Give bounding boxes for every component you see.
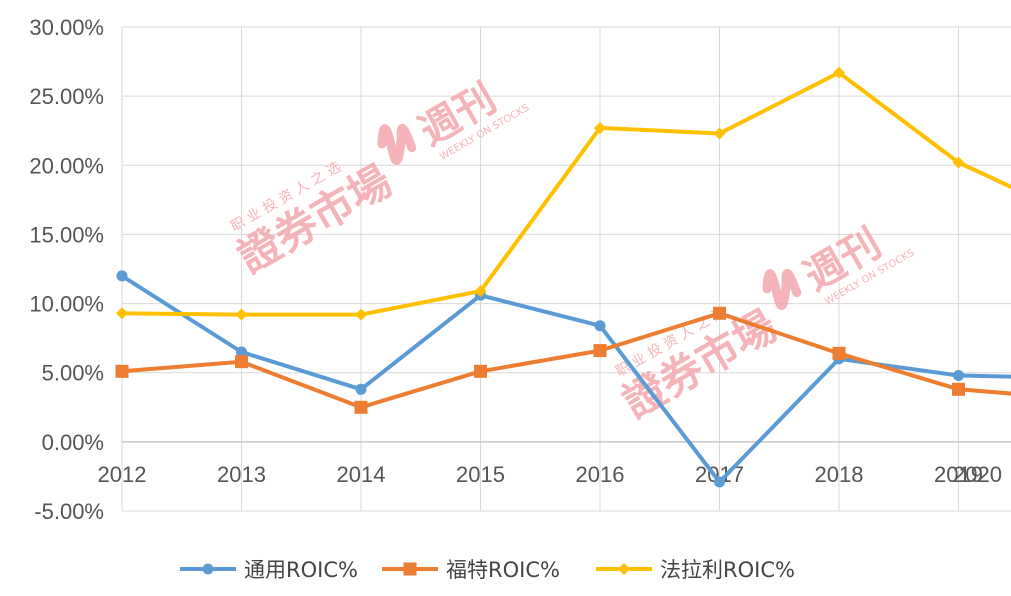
legend-label: 通用ROIC% xyxy=(244,558,358,582)
legend-label: 福特ROIC% xyxy=(446,558,560,582)
x-tick-label: 2013 xyxy=(217,462,266,487)
legend: 通用ROIC% 福特ROIC% 法拉利ROIC% xyxy=(180,558,795,582)
watermark-brush-mark xyxy=(762,268,802,310)
series-line xyxy=(120,311,1011,410)
series-2 xyxy=(115,306,1011,414)
data-point-marker xyxy=(594,320,606,332)
y-axis-tick-labels: 30.00% 25.00% 20.00% 15.00% 10.00% 5.00% 0.00%… xyxy=(29,15,104,524)
data-point-marker xyxy=(832,346,846,360)
y-tick-label: -5.00% xyxy=(34,499,104,524)
data-point-marker xyxy=(594,121,606,134)
data-point-marker xyxy=(116,307,128,320)
legend-marker xyxy=(403,562,417,576)
x-tick-label: 2015 xyxy=(456,462,505,487)
x-tick-label: 2020 xyxy=(953,462,1002,487)
data-point-marker xyxy=(235,355,248,369)
data-point-marker xyxy=(115,364,129,378)
y-tick-label: 20.00% xyxy=(29,153,104,178)
legend-item: 通用ROIC% xyxy=(180,558,358,582)
data-point-marker xyxy=(953,369,964,381)
x-tick-label: 2014 xyxy=(337,462,386,487)
x-tick-label: 2016 xyxy=(576,462,625,487)
data-point-marker xyxy=(116,270,128,282)
legend-item: 福特ROIC% xyxy=(382,558,560,582)
legend-item: 法拉利ROIC% xyxy=(596,558,795,582)
x-tick-label: 2012 xyxy=(98,462,147,487)
legend-marker xyxy=(618,563,630,575)
y-tick-label: 15.00% xyxy=(29,222,104,247)
x-tick-label: 2019 xyxy=(934,462,983,487)
data-point-marker xyxy=(713,127,726,140)
series-layer xyxy=(115,66,1011,488)
y-tick-label: 5.00% xyxy=(42,361,104,386)
data-point-marker xyxy=(235,308,248,321)
data-point-marker xyxy=(236,346,247,358)
data-point-marker xyxy=(593,344,607,358)
series-line xyxy=(120,273,1011,484)
legend-marker xyxy=(202,563,214,575)
y-tick-label: 10.00% xyxy=(29,292,104,317)
data-point-marker xyxy=(833,66,845,79)
data-point-marker xyxy=(952,156,965,169)
data-point-marker xyxy=(713,306,726,320)
data-point-marker xyxy=(474,364,487,378)
data-point-marker xyxy=(354,400,368,414)
y-tick-label: 25.00% xyxy=(29,84,104,109)
data-point-marker xyxy=(714,476,725,488)
data-point-marker xyxy=(355,308,367,321)
x-tick-label: 2018 xyxy=(815,462,864,487)
y-tick-label: 30.00% xyxy=(29,15,104,40)
data-point-marker xyxy=(474,285,487,298)
legend-label: 法拉利ROIC% xyxy=(660,558,795,582)
data-point-marker xyxy=(355,383,367,395)
watermark-brush-mark xyxy=(377,123,417,165)
series-1 xyxy=(116,270,1011,488)
series-3 xyxy=(116,66,1011,321)
y-tick-label: 0.00% xyxy=(42,430,104,455)
data-point-marker xyxy=(952,382,965,396)
